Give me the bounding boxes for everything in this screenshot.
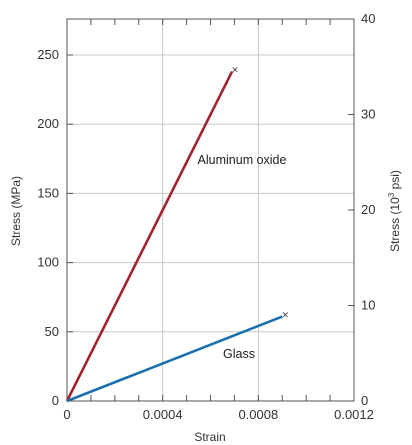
series: ×× <box>65 66 289 403</box>
fracture-marker-0: × <box>231 66 239 76</box>
y2-axis-title-sup: 3 <box>387 192 396 197</box>
tick-labels: 0 0.0004 0.0008 0.0012050100150200250010203… <box>37 11 375 422</box>
plot-frame <box>66 18 355 402</box>
axis-ticks <box>66 18 355 402</box>
x-tick-label: 0.0012 <box>334 407 374 422</box>
series-line-1 <box>66 315 283 403</box>
y2-tick-label: 20 <box>361 202 375 217</box>
series-label-glass: Glass <box>223 347 255 361</box>
y-tick-label: 0 <box>52 393 59 408</box>
y2-tick-label: 40 <box>361 11 375 26</box>
y2-tick-label: 10 <box>361 298 375 313</box>
grid <box>67 19 354 401</box>
x-tick-label: 0.0008 <box>238 407 278 422</box>
fracture-marker-1: × <box>281 311 289 321</box>
y-tick-label: 100 <box>37 255 59 270</box>
y2-axis-title: Stress (103 psi) <box>387 170 402 252</box>
y2-tick-label: 30 <box>361 107 375 122</box>
x-tick-label: 0 <box>63 407 70 422</box>
x-axis-title: Strain <box>194 430 225 444</box>
y-axis-title: Stress (MPa) <box>9 176 23 246</box>
y2-axis-title-post: psi) <box>388 170 402 193</box>
series-label-aluminum-oxide: Aluminum oxide <box>198 153 287 167</box>
y-tick-label: 200 <box>37 116 59 131</box>
y-tick-label: 250 <box>37 47 59 62</box>
y-tick-label: 150 <box>37 185 59 200</box>
y2-tick-label: 0 <box>361 393 368 408</box>
series-line-0 <box>65 71 234 402</box>
y2-axis-title-pre: Stress (10 <box>388 197 402 252</box>
y-tick-label: 50 <box>45 324 59 339</box>
x-tick-label: 0.0004 <box>143 407 183 422</box>
